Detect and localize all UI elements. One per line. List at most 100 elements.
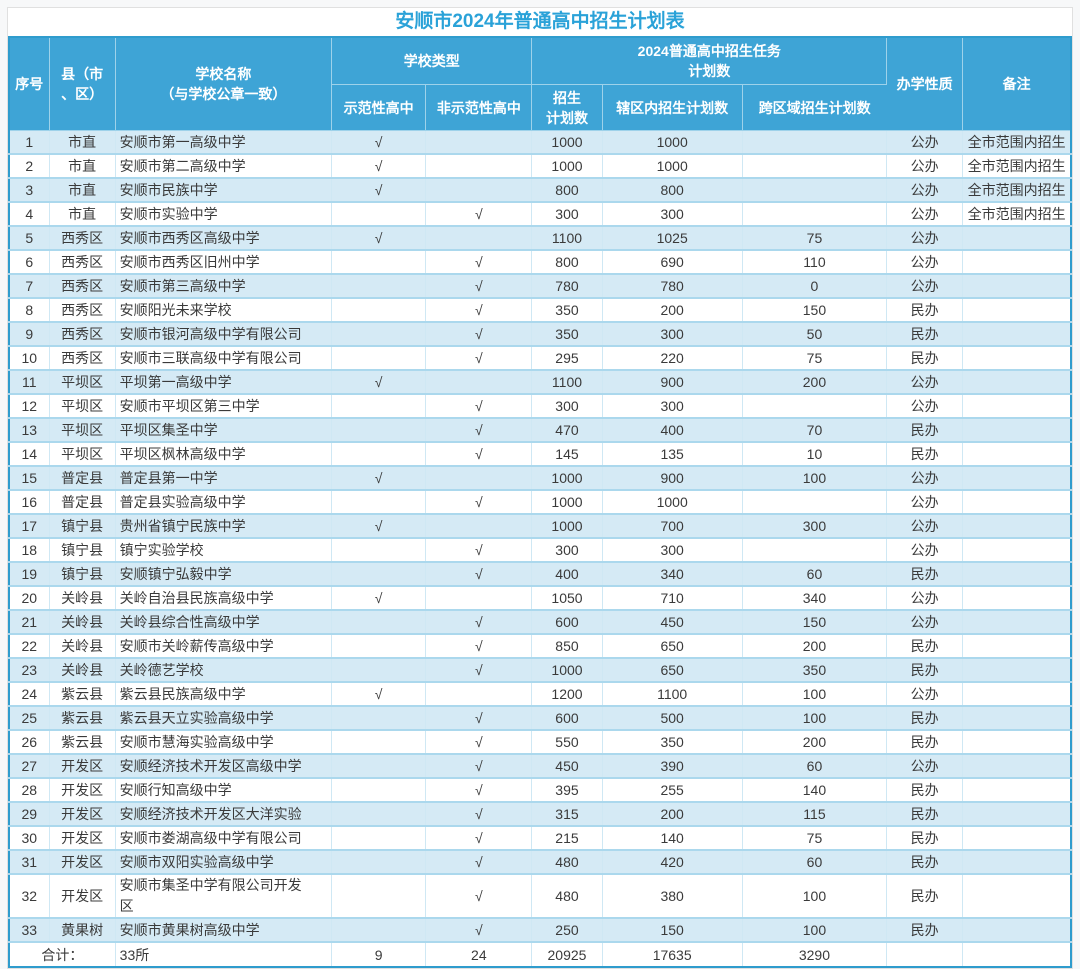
cell-remark	[962, 826, 1071, 851]
cell-in-district: 900	[602, 370, 743, 395]
cell-plan-total: 1000	[531, 514, 603, 539]
cell-cross-region: 0	[742, 274, 888, 299]
cell-county: 西秀区	[49, 322, 116, 347]
cell-school-name: 关岭德艺学校	[115, 658, 333, 683]
cell-county: 关岭县	[49, 634, 116, 659]
cell-cross-region: 60	[742, 850, 888, 875]
cell-in-district: 300	[602, 394, 743, 419]
cell-non-demonstration-check: √	[425, 490, 533, 515]
table-row: 14 平坝区 平坝区枫林高级中学 √ 145 135 10 民办	[9, 442, 1071, 467]
cell-cross-region	[742, 394, 888, 419]
cell-school-name: 安顺市西秀区旧州中学	[115, 250, 333, 275]
cell-county: 平坝区	[49, 442, 116, 467]
table-row: 9 西秀区 安顺市银河高级中学有限公司 √ 350 300 50 民办	[9, 322, 1071, 347]
cell-county: 紫云县	[49, 682, 116, 707]
cell-school-name: 安顺经济技术开发区高级中学	[115, 754, 333, 779]
cell-in-district: 340	[602, 562, 743, 587]
cell-remark	[962, 274, 1071, 299]
cell-school-name: 安顺经济技术开发区大洋实验	[115, 802, 333, 827]
cell-non-demonstration-check	[425, 586, 533, 611]
cell-cross-region: 70	[742, 418, 888, 443]
cell-index: 23	[9, 658, 50, 683]
cell-school-name: 安顺市西秀区高级中学	[115, 226, 333, 251]
cell-nature: 民办	[886, 706, 964, 731]
cell-non-demonstration-check	[425, 130, 533, 155]
cell-demonstration-check: √	[331, 514, 427, 539]
cell-school-name: 镇宁实验学校	[115, 538, 333, 563]
table-row: 12 平坝区 安顺市平坝区第三中学 √ 300 300 公办	[9, 394, 1071, 419]
cell-plan-total: 145	[531, 442, 603, 467]
cell-remark: 全市范围内招生	[962, 130, 1071, 155]
table-footer: 合计： 33所 9 24 20925 17635 3290	[9, 942, 1071, 967]
cell-demonstration-check	[331, 730, 427, 755]
cell-nature: 民办	[886, 442, 964, 467]
cell-demonstration-check	[331, 442, 427, 467]
cell-non-demonstration-check: √	[425, 418, 533, 443]
cell-demonstration-check	[331, 658, 427, 683]
cell-remark	[962, 250, 1071, 275]
cell-plan-total: 600	[531, 706, 603, 731]
cell-cross-region	[742, 490, 888, 515]
cell-school-name: 平坝区枫林高级中学	[115, 442, 333, 467]
cell-index: 20	[9, 586, 50, 611]
cell-index: 29	[9, 802, 50, 827]
cell-remark	[962, 322, 1071, 347]
cell-in-district: 1000	[602, 130, 743, 155]
header-row-subcolumns: 示范性高中 非示范性高中 招生 计划数 辖区内招生计划数 跨区域招生计划数	[9, 84, 1071, 131]
cell-in-district: 450	[602, 610, 743, 635]
cell-non-demonstration-check: √	[425, 754, 533, 779]
cell-school-name: 紫云县天立实验高级中学	[115, 706, 333, 731]
cell-remark	[962, 490, 1071, 515]
cell-nature: 公办	[886, 466, 964, 491]
cell-county: 普定县	[49, 490, 116, 515]
header-row-groups: 序号 县（市 、区） 学校名称 （与学校公章一致） 学校类型 2024普通高中招…	[9, 37, 1071, 131]
table-row: 18 镇宁县 镇宁实验学校 √ 300 300 公办	[9, 538, 1071, 563]
cell-remark	[962, 370, 1071, 395]
table-row: 28 开发区 安顺行知高级中学 √ 395 255 140 民办	[9, 778, 1071, 803]
cell-remark	[962, 226, 1071, 251]
table-row: 3 市直 安顺市民族中学 √ 800 800 公办 全市范围内招生	[9, 178, 1071, 203]
cell-nature: 公办	[886, 250, 964, 275]
table-row: 15 普定县 普定县第一中学 √ 1000 900 100 公办	[9, 466, 1071, 491]
cell-plan-total: 300	[531, 202, 603, 227]
cell-in-district: 300	[602, 322, 743, 347]
cell-county: 镇宁县	[49, 514, 116, 539]
cell-demonstration-check	[331, 706, 427, 731]
table-row: 27 开发区 安顺经济技术开发区高级中学 √ 450 390 60 公办	[9, 754, 1071, 779]
cell-in-district: 650	[602, 658, 743, 683]
cell-school-name: 安顺市第三高级中学	[115, 274, 333, 299]
cell-cross-region: 110	[742, 250, 888, 275]
cell-in-district: 380	[602, 874, 743, 919]
cell-county: 市直	[49, 130, 116, 155]
cell-nature: 公办	[886, 490, 964, 515]
cell-remark	[962, 514, 1071, 539]
cell-demonstration-check	[331, 562, 427, 587]
cell-in-district: 1100	[602, 682, 743, 707]
cell-demonstration-check	[331, 634, 427, 659]
cell-in-district: 1000	[602, 154, 743, 179]
cell-nature: 民办	[886, 730, 964, 755]
table-row: 20 关岭县 关岭自治县民族高级中学 √ 1050 710 340 公办	[9, 586, 1071, 611]
cell-school-name: 安顺市慧海实验高级中学	[115, 730, 333, 755]
total-nature	[886, 942, 964, 967]
cell-in-district: 150	[602, 918, 743, 943]
cell-non-demonstration-check	[425, 226, 533, 251]
cell-nature: 民办	[886, 918, 964, 943]
cell-non-demonstration-check: √	[425, 250, 533, 275]
cell-non-demonstration-check	[425, 514, 533, 539]
cell-plan-total: 1050	[531, 586, 603, 611]
cell-nature: 公办	[886, 226, 964, 251]
table-row: 24 紫云县 紫云县民族高级中学 √ 1200 1100 100 公办	[9, 682, 1071, 707]
cell-plan-total: 1000	[531, 154, 603, 179]
cell-nature: 公办	[886, 538, 964, 563]
cell-school-name: 安顺阳光未来学校	[115, 298, 333, 323]
cell-county: 普定县	[49, 466, 116, 491]
cell-in-district: 390	[602, 754, 743, 779]
cell-index: 2	[9, 154, 50, 179]
cell-non-demonstration-check	[425, 466, 533, 491]
cell-nature: 民办	[886, 322, 964, 347]
cell-in-district: 1000	[602, 490, 743, 515]
cell-non-demonstration-check: √	[425, 298, 533, 323]
total-row: 合计： 33所 9 24 20925 17635 3290	[9, 942, 1071, 967]
cell-nature: 民办	[886, 346, 964, 371]
